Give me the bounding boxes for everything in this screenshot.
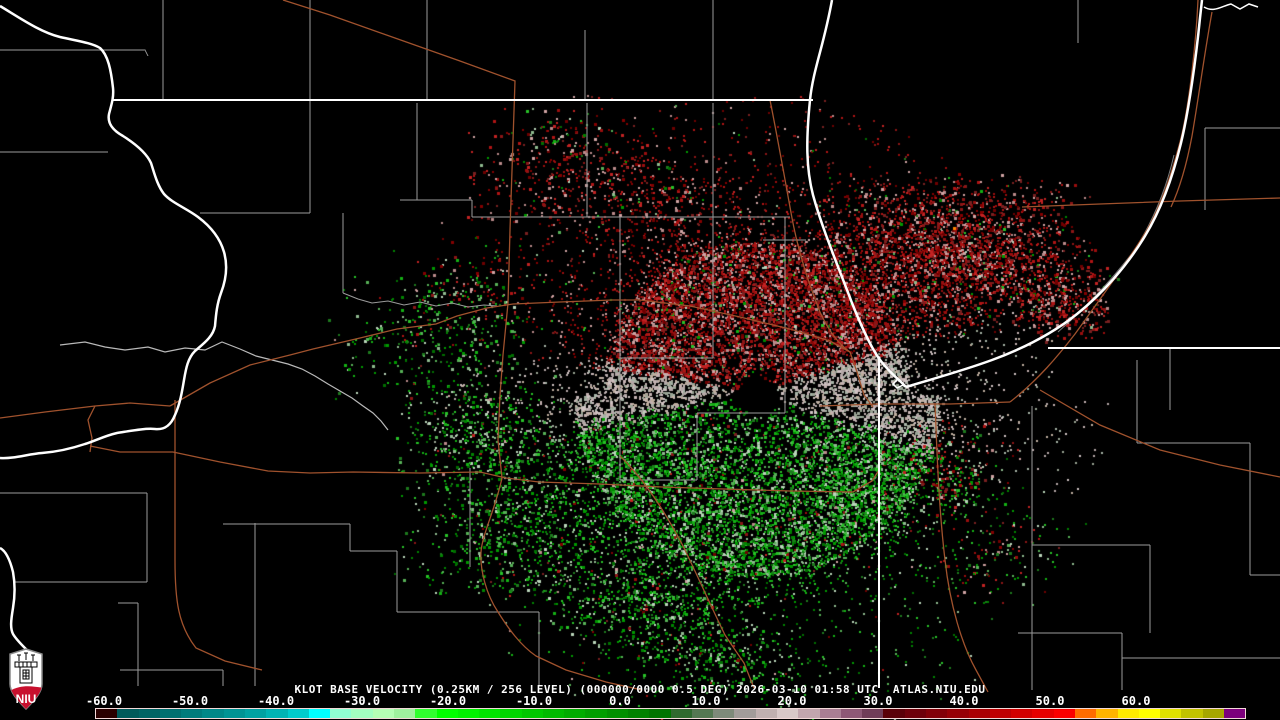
colorbar-cell <box>904 709 926 718</box>
colorbar-cell <box>777 709 799 718</box>
colorbar-cell <box>330 709 352 718</box>
colorbar-cell <box>1096 709 1118 718</box>
colorbar-cell <box>415 709 437 718</box>
colorbar-cell <box>628 709 650 718</box>
colorbar-cell <box>1117 709 1139 718</box>
scale-tick-label: -20.0 <box>429 694 467 708</box>
scale-tick-label: -10.0 <box>515 694 553 708</box>
colorbar-cell <box>925 709 948 718</box>
colorbar-cell <box>798 709 820 718</box>
colorbar-cell <box>1202 709 1224 718</box>
scale-tick-label: 60.0 <box>1121 694 1151 708</box>
colorbar-cell <box>308 709 331 718</box>
colorbar-cell <box>393 709 416 718</box>
scale-tick-label: 50.0 <box>1035 694 1065 708</box>
scale-tick-label: -60.0 <box>85 694 123 708</box>
colorbar-cell <box>1223 709 1246 718</box>
colorbar-cell <box>138 709 160 718</box>
colorbar-cell <box>457 709 480 718</box>
colorbar-cell <box>713 709 735 718</box>
castle-icon <box>14 652 38 684</box>
colorbar-cell <box>1181 709 1203 718</box>
colorbar-cell <box>542 709 565 718</box>
colorbar-cell <box>436 709 458 718</box>
colorbar-cell <box>1011 709 1033 718</box>
colorbar-cell <box>351 709 373 718</box>
colorbar-cell <box>734 709 756 718</box>
colorbar-cell <box>585 709 607 718</box>
scale-tick-label: -40.0 <box>257 694 295 708</box>
colorbar-cell <box>1160 709 1182 718</box>
colorbar-cell <box>755 709 777 718</box>
colorbar-cell <box>117 709 139 718</box>
colorbar-cell <box>521 709 543 718</box>
colorbar-cell <box>1074 709 1097 718</box>
colorbar-cell <box>244 709 267 718</box>
scale-tick-label: -50.0 <box>171 694 209 708</box>
scale-tick-label: 30.0 <box>863 694 893 708</box>
scale-tick-label: 20.0 <box>777 694 807 708</box>
product-caption: KLOT BASE VELOCITY (0.25KM / 256 LEVEL) … <box>294 683 986 696</box>
scale-tick-label: -30.0 <box>343 694 381 708</box>
colorbar-cell <box>159 709 182 718</box>
velocity-colorbar <box>95 708 1246 719</box>
scale-tick-label: 0.0 <box>609 694 631 708</box>
scale-tick-label: 40.0 <box>949 694 979 708</box>
colorbar-cell <box>947 709 969 718</box>
niu-logo-text: NIU <box>16 692 37 706</box>
colorbar-cell <box>691 709 714 718</box>
colorbar-cell <box>1032 709 1054 718</box>
colorbar-cell <box>564 709 586 718</box>
colorbar-cell <box>883 709 905 718</box>
colorbar-cell <box>862 709 884 718</box>
colorbar-cell <box>1053 709 1075 718</box>
colorbar-cell <box>479 709 501 718</box>
colorbar-cell <box>840 709 863 718</box>
colorbar-cell <box>372 709 394 718</box>
colorbar-cell <box>606 709 629 718</box>
colorbar-cell <box>1138 709 1161 718</box>
colorbar-cell <box>181 709 203 718</box>
colorbar-cell <box>202 709 224 718</box>
colorbar-cell <box>287 709 309 718</box>
colorbar-cell <box>989 709 1012 718</box>
velocity-scale-labels: -60.0 -50.0 -40.0 -30.0 -20.0 -10.0 0.0 10.0 20.… <box>0 694 1280 708</box>
colorbar-cell <box>670 709 692 718</box>
colorbar-cell <box>96 709 118 718</box>
colorbar-cell <box>223 709 245 718</box>
colorbar-cell <box>266 709 288 718</box>
colorbar-cell <box>500 709 522 718</box>
colorbar-cell <box>649 709 671 718</box>
scale-tick-label: 10.0 <box>691 694 721 708</box>
colorbar-cell <box>819 709 841 718</box>
colorbar-cell <box>968 709 990 718</box>
niu-logo: NIU <box>9 648 43 711</box>
